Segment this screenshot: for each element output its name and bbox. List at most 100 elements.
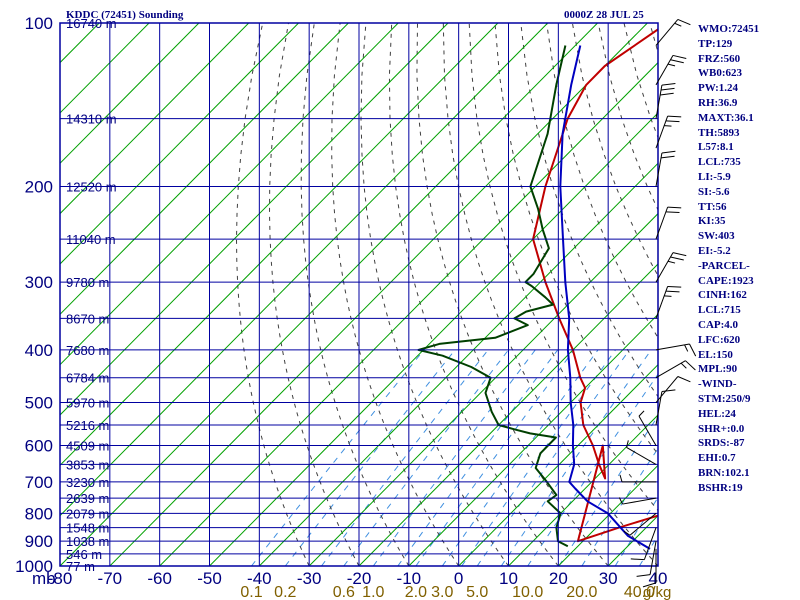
wind-barb	[619, 474, 656, 483]
wind-barb-staff	[622, 497, 657, 505]
wind-barb-staff	[655, 85, 663, 119]
wind-barb-flag	[661, 82, 676, 86]
isotherm-line	[358, 263, 658, 566]
temperature-tick-label: -80	[48, 569, 73, 588]
wind-barb-flag	[689, 343, 697, 357]
wind-barb	[638, 410, 657, 446]
stats-item: HEL:24	[698, 407, 736, 420]
isotherm-line	[60, 23, 549, 517]
wind-barb-half-flag	[674, 22, 682, 27]
wind-barb	[655, 18, 691, 46]
mixing-ratio-label: 3.0	[431, 584, 453, 600]
wind-barb-staff	[655, 286, 669, 319]
stats-item: WMO:72451	[698, 23, 760, 35]
stats-item: WB0:623	[698, 67, 742, 80]
wind-barb-flag	[667, 206, 682, 209]
wind-barb-half-flag	[664, 295, 672, 297]
wind-barb-flag	[661, 389, 676, 393]
pressure-tick-label: 100	[25, 14, 53, 33]
temperature-tick-label: -50	[197, 569, 222, 588]
wind-barb	[618, 497, 657, 505]
wind-barb-half-flag	[638, 410, 645, 417]
stats-item: PW:1.24	[698, 82, 739, 95]
isotherm-line	[60, 23, 399, 366]
wind-barb	[655, 389, 676, 426]
wind-barb-flag	[672, 54, 687, 59]
stats-item: SHR+:0.0	[698, 422, 745, 435]
stats-item: EL:150	[698, 348, 733, 361]
wind-barb-half-flag	[680, 362, 687, 369]
stats-item: LFC:620	[698, 333, 741, 346]
wind-barb-flag	[677, 376, 691, 383]
isotherm-line	[60, 23, 449, 416]
wind-barb	[623, 512, 657, 536]
wind-barb-staff	[655, 343, 690, 351]
wind-barb	[655, 115, 682, 149]
wind-barb	[655, 82, 676, 119]
wind-barb	[655, 252, 687, 283]
mixing-ratio-label: 0.6	[333, 584, 355, 600]
chart-title: KDDC (72451) Sounding	[66, 9, 184, 21]
wind-barb-staff	[655, 206, 669, 240]
stats-item: MPL:90	[698, 363, 738, 376]
wind-barb-half-flag	[664, 125, 672, 127]
stats-item: SI:-5.6	[698, 185, 730, 198]
stats-item: RH:36.9	[698, 96, 738, 109]
isotherm-line	[60, 23, 499, 467]
plot-frame	[59, 22, 659, 567]
mixing-ratio-label: 1.0	[362, 584, 384, 600]
pressure-tick-label: 400	[25, 341, 53, 360]
mixing-ratio-label: 5.0	[466, 584, 488, 600]
wind-barb	[655, 360, 696, 379]
height-label: 6784 m	[66, 371, 109, 386]
temperature-tick-label: 0	[454, 569, 463, 588]
pressure-tick-label: 900	[25, 532, 53, 551]
isotherm-line	[60, 23, 598, 566]
wind-barb	[655, 54, 687, 86]
stats-item: TT:56	[698, 200, 727, 213]
wind-barb-flag	[642, 582, 657, 588]
wind-barb-staff	[655, 376, 679, 403]
pressure-tick-label: 600	[25, 437, 53, 456]
wind-barb-half-flag	[619, 474, 623, 483]
wind-barb-staff	[649, 541, 657, 575]
mixing-ratio-label: 0.2	[274, 584, 296, 600]
pressure-unit-label: mb	[32, 569, 56, 588]
wind-barb	[655, 285, 682, 319]
isotherm-line	[60, 23, 299, 265]
plot-border	[59, 22, 659, 567]
stats-item: FRZ:560	[698, 52, 741, 65]
height-label: 3230 m	[66, 475, 109, 490]
wind-barb-flag	[660, 92, 674, 96]
temperature-tick-label: -30	[297, 569, 322, 588]
wind-barb-staff	[655, 55, 674, 86]
height-label: 8670 m	[66, 311, 109, 326]
wind-barb-flag	[665, 211, 680, 214]
wind-barb-half-flag	[684, 344, 689, 352]
stats-item: KI:35	[698, 215, 726, 228]
wind-barb-staff	[655, 252, 674, 283]
wind-barb	[655, 206, 682, 240]
stats-panel: WMO:72451 TP:129 FRZ:560 WB0:623 PW:1.24 RH:3…	[698, 22, 759, 496]
wind-barb-staff	[655, 152, 663, 187]
stats-item: SRDS:-87	[698, 437, 745, 450]
temperature-tick-label: -10	[397, 569, 422, 588]
dry-adiabat-line	[753, 23, 800, 566]
isotherm-line	[159, 61, 658, 566]
height-label: 3853 m	[66, 457, 109, 472]
height-label: 5216 m	[66, 418, 109, 433]
wind-barb-flag	[670, 59, 684, 64]
height-label: 9780 m	[66, 275, 109, 290]
isotherm-line	[60, 23, 200, 165]
temperature-tick-label: -70	[98, 569, 123, 588]
height-label: 16740 m	[66, 16, 117, 31]
wind-barb-flag	[667, 285, 682, 288]
height-label: 1548 m	[66, 521, 109, 536]
wind-barb-staff	[655, 19, 679, 46]
height-label: 1038 m	[66, 534, 109, 549]
wind-barb-half-flag	[667, 63, 676, 67]
height-label: 4509 m	[66, 439, 109, 454]
wind-barb-staff	[643, 527, 657, 560]
wind-barb-staff	[655, 116, 669, 149]
height-label: 5970 m	[66, 396, 109, 411]
